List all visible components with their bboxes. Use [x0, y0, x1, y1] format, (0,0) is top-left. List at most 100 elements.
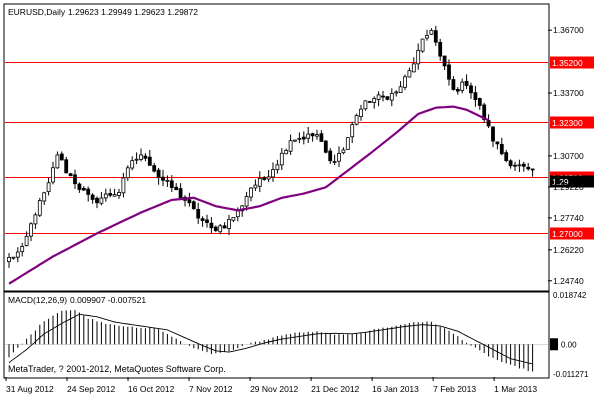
candle-body: [103, 193, 108, 199]
candle-body: [187, 199, 192, 204]
candle-body: [504, 152, 509, 161]
candle-body: [81, 187, 86, 191]
macd-signal-line: [8, 313, 533, 365]
candle-body: [139, 154, 143, 160]
candle-body: [174, 186, 179, 191]
price-tick-label: 1.26220: [553, 245, 584, 255]
candle-body: [411, 63, 416, 73]
candle-body: [442, 55, 447, 67]
candle-body: [469, 85, 473, 94]
candle-body: [460, 81, 465, 91]
candle-body: [205, 219, 209, 223]
candle-body: [46, 182, 51, 193]
candle-body: [231, 216, 236, 221]
candle-body: [354, 115, 359, 125]
candle-body: [24, 235, 29, 246]
candle-body: [385, 96, 390, 100]
candle-body: [218, 225, 223, 233]
candle-body: [381, 95, 385, 98]
candle-body: [473, 92, 478, 101]
candle-body: [73, 174, 77, 185]
candle-body: [235, 210, 240, 218]
time-tick-label: 1 Mar 2013: [494, 384, 537, 394]
candle-body: [425, 35, 429, 39]
candle-body: [297, 137, 302, 140]
candle-body: [337, 152, 341, 162]
candle-body: [530, 168, 535, 171]
macd-pane-frame: [3, 291, 550, 379]
candle-body: [301, 136, 306, 140]
candle-body: [125, 167, 130, 179]
level-label-bg: [550, 116, 594, 129]
macd-tick-label: -0.011271: [553, 370, 589, 379]
candle-body: [112, 194, 117, 197]
candle-body: [407, 70, 412, 78]
candle-body: [90, 194, 95, 200]
candle-body: [288, 140, 293, 152]
price-tick-label: 1.27740: [553, 213, 584, 223]
candle-body: [363, 100, 368, 110]
ohlc-readout: 1.29623 1.29949 1.29623 1.29872: [68, 7, 198, 17]
chart-symbol-label: EURUSD,Daily: [8, 7, 66, 17]
candle-body: [310, 133, 315, 137]
candle-body: [482, 104, 487, 120]
candle-body: [367, 101, 372, 103]
candle-body: [403, 76, 407, 88]
candle-body: [51, 167, 55, 183]
candle-body: [328, 150, 333, 162]
candle-body: [191, 201, 196, 210]
candle-body: [275, 164, 280, 171]
candle-body: [341, 149, 346, 154]
current-price-label-bg: [550, 175, 594, 188]
time-tick-label: 16 Jan 2013: [372, 384, 419, 394]
candle-body: [196, 209, 201, 219]
price-tick-label: 1.24740: [553, 276, 584, 286]
candle-body: [29, 223, 33, 237]
candle-body: [209, 222, 214, 229]
candle-body: [508, 160, 513, 167]
candle-body: [451, 79, 456, 90]
candle-body: [249, 187, 253, 198]
candle-body: [420, 38, 425, 52]
candle-body: [376, 94, 381, 100]
candle-body: [262, 177, 267, 180]
candle-body: [526, 166, 531, 170]
candle-body: [372, 98, 377, 103]
current-price-label: 1.29: [552, 177, 569, 187]
candle-body: [293, 139, 297, 142]
candle-body: [389, 92, 394, 101]
candle-body: [33, 214, 38, 225]
candle-body: [416, 49, 421, 65]
macd-indicator-values: 0.009907 -0.007521: [70, 295, 146, 305]
moving-average-line: [8, 105, 490, 285]
candle-body: [271, 169, 275, 178]
macd-tick-label: 0.00: [561, 340, 577, 349]
candle-body: [99, 197, 104, 204]
candle-body: [7, 257, 11, 263]
time-tick-label: 24 Sep 2012: [67, 384, 115, 394]
candle-body: [266, 176, 271, 180]
candle-body: [59, 153, 64, 161]
candle-body: [315, 134, 319, 137]
candle-body: [306, 133, 311, 139]
candle-body: [464, 80, 469, 86]
candle-body: [165, 179, 170, 182]
candle-body: [398, 86, 403, 93]
candle-body: [95, 197, 99, 204]
candle-body: [345, 137, 350, 150]
level-label: 1.27000: [552, 229, 583, 239]
candle-body: [486, 120, 491, 127]
price-tick-label: 1.33700: [553, 88, 584, 98]
candle-body: [20, 246, 25, 252]
candle-body: [284, 150, 289, 155]
macd-indicator-label: MACD(12,26,9): [8, 295, 67, 305]
candle-body: [323, 140, 328, 153]
candle-body: [121, 177, 126, 194]
candle-body: [491, 126, 495, 142]
candle-body: [244, 196, 249, 207]
time-tick-label: 7 Feb 2013: [433, 384, 476, 394]
candle-body: [15, 251, 20, 258]
time-tick-label: 7 Nov 2012: [189, 384, 233, 394]
